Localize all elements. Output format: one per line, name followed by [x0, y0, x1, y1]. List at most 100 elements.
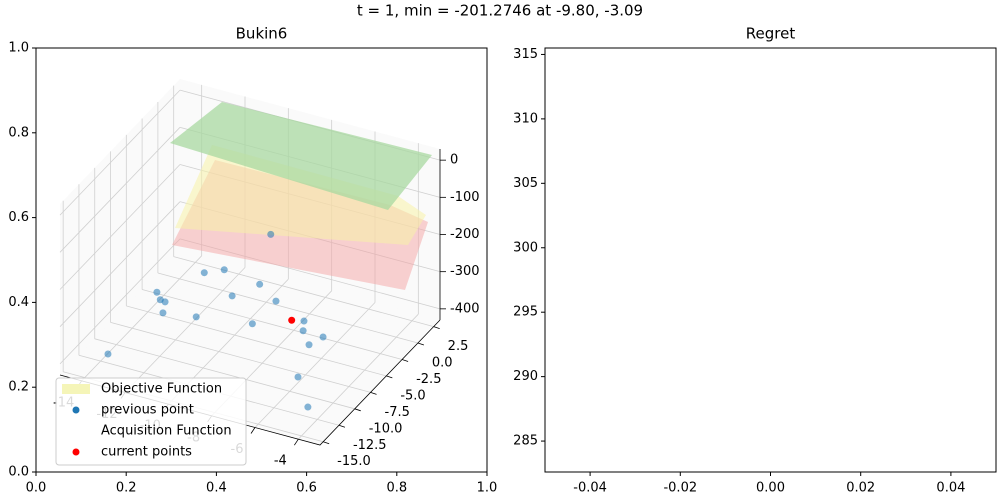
- z-tick-label: -100: [450, 190, 480, 205]
- legend-label: Acquisition Function: [101, 424, 232, 439]
- grid-line: [94, 338, 355, 410]
- x-tick-label: 0.4: [206, 481, 227, 496]
- x-tick-label: 0.0: [26, 481, 47, 496]
- y-tick-label: -7.5: [385, 405, 410, 420]
- y-tick: [323, 441, 330, 445]
- grid-line: [254, 302, 376, 428]
- y-tick-label: -2.5: [416, 372, 441, 387]
- y-tick-label: 290: [513, 369, 538, 384]
- y-tick-label: 1.0: [8, 41, 29, 56]
- legend-label: Objective Function: [101, 382, 222, 397]
- grid-line: [59, 164, 181, 290]
- previous-point: [294, 373, 302, 381]
- y-tick-label: -12.5: [353, 438, 387, 453]
- y-tick-label: 295: [513, 305, 538, 320]
- y-tick-label: -10.0: [369, 421, 403, 436]
- grid-line: [124, 267, 246, 393]
- y-tick-label: 2.5: [448, 339, 469, 354]
- x-tick-label: 0.00: [756, 481, 785, 496]
- legend-swatch: [62, 384, 90, 394]
- previous-point: [156, 296, 164, 304]
- previous-point: [192, 313, 200, 321]
- x-tick-label: 0.04: [936, 481, 965, 496]
- surfaces: [170, 102, 432, 290]
- z-tick-label: -300: [450, 264, 480, 279]
- y-tick-label: 0.4: [8, 295, 29, 310]
- grid-line: [142, 289, 403, 360]
- x-tick-label: -0.02: [663, 481, 697, 496]
- current-point: [288, 316, 296, 324]
- frame: [35, 47, 488, 473]
- legend-label: current points: [101, 445, 192, 460]
- y-tick: [386, 375, 393, 379]
- y-tick: [417, 342, 425, 346]
- previous-point: [159, 309, 167, 317]
- x-tick-label: -4: [274, 454, 287, 469]
- y-tick-label: 0.2: [8, 380, 29, 395]
- previous-point: [104, 350, 112, 358]
- points: [104, 230, 327, 411]
- y-tick-label: 305: [513, 176, 538, 191]
- grid-line: [59, 89, 181, 216]
- previous-point: [272, 297, 280, 305]
- figure-title: t = 1, min = -201.2746 at -9.80, -3.09: [357, 2, 643, 20]
- x-tick-label: 0.02: [846, 481, 875, 496]
- objective-surface: [175, 145, 426, 245]
- y-tick-label: -5.0: [400, 388, 425, 403]
- grid-line: [173, 256, 434, 327]
- previous-point: [304, 403, 312, 411]
- z-tick-label: -400: [450, 301, 480, 316]
- y-tick: [401, 359, 409, 362]
- grid-line: [126, 305, 387, 377]
- grid-line: [157, 272, 418, 344]
- y-tick: [370, 391, 377, 395]
- x-tick-label: -0.04: [573, 481, 607, 496]
- x-tick: [294, 438, 299, 446]
- legend: Objective Function previous point Acquisit…: [55, 377, 247, 466]
- x-tick: [250, 427, 256, 434]
- z-tick-label: 0: [450, 153, 458, 168]
- y-tick-label: 0.8: [8, 125, 29, 140]
- previous-point: [267, 230, 275, 238]
- axes-title: Bukin6: [236, 25, 288, 43]
- y-tick-label: 300: [513, 240, 538, 255]
- y-tick-label: 0.0: [432, 356, 453, 371]
- x-tick-label: 0.2: [116, 481, 137, 496]
- previous-point: [305, 341, 313, 349]
- objective-top: [170, 102, 432, 210]
- previous-point: [256, 280, 264, 288]
- grid-line: [81, 255, 202, 382]
- y-tick-label: 285: [513, 434, 538, 449]
- previous-point: [319, 333, 327, 341]
- previous-point: [228, 292, 236, 300]
- axes-title: Regret: [746, 25, 796, 43]
- grid-line: [59, 201, 181, 327]
- y-tick-label: 315: [513, 47, 538, 62]
- legend-box: [55, 377, 247, 466]
- grid-line: [110, 321, 371, 393]
- previous-point: [200, 269, 208, 277]
- previous-point: [299, 327, 307, 335]
- y-tick-label: 0.6: [8, 210, 29, 225]
- y-tick: [338, 424, 346, 428]
- previous-point: [220, 266, 228, 274]
- y-tick: [433, 326, 440, 329]
- previous-point: [300, 317, 308, 325]
- grid-line: [59, 238, 181, 365]
- axes-regret: -0.04 -0.02 0.00 0.02 0.04 285 290 295 300 305 310…: [513, 25, 997, 496]
- x-tick-label: 1.0: [477, 481, 498, 496]
- legend-swatch: [72, 406, 80, 414]
- y-tick: [354, 408, 361, 412]
- legend-label: previous point: [101, 403, 194, 418]
- y-tick-label: 310: [513, 111, 538, 126]
- grid-line: [59, 127, 181, 253]
- x-tick-label: 0.8: [386, 481, 407, 496]
- x-tick-label: 0.6: [296, 481, 317, 496]
- legend-swatch: [72, 448, 80, 456]
- z-tick-label: -200: [450, 227, 480, 242]
- previous-point: [153, 288, 161, 296]
- y-tick-label: -15.0: [337, 454, 371, 469]
- y-tick-label: 0.0: [8, 465, 29, 480]
- grid-line: [298, 313, 419, 440]
